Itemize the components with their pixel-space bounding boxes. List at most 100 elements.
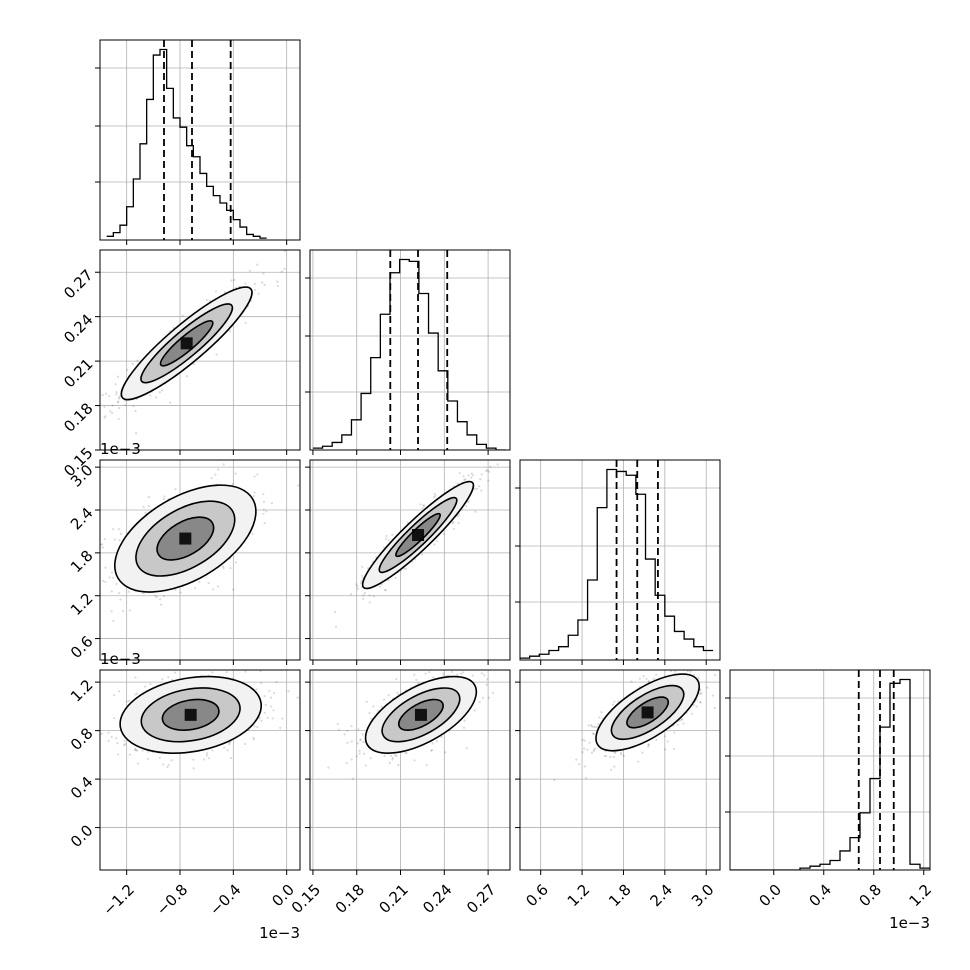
panel-param-4-vs-param-3-sample-point [590, 725, 594, 728]
panel-param-4-vs-param-1-sample-point [203, 758, 206, 761]
panel-param-3-vs-param-1-sample-point [102, 579, 105, 583]
panel-param-2-vs-param-1-sample-point [181, 314, 184, 317]
panel-param-3-vs-param-1-sample-point [207, 581, 210, 585]
panel-param-4-vs-param-1-sample-point [260, 682, 263, 685]
panel-param-4-vs-param-2-sample-point [440, 735, 443, 739]
panel-param-3-vs-param-2-sample-point [485, 469, 488, 473]
panel-param-4-vs-param-3-sample-point [699, 662, 701, 664]
panel-param-2-vs-param-1-sample-point [262, 272, 265, 275]
panel-param-3-vs-param-1-ytick-label: 2.4 [67, 504, 97, 534]
panel-param-4-vs-param-1-sample-point [144, 685, 147, 688]
panel-param-3-vs-param-2-sample-point [422, 504, 425, 507]
panel-param-2-vs-param-1-sample-point [244, 321, 247, 324]
panel-param-2-vs-param-1-sample-point [230, 279, 233, 282]
panel-param-3-vs-param-1-sample-point [147, 496, 150, 499]
panel-param-4-vs-param-2-sample-point [470, 649, 472, 651]
panel-param-3-vs-param-1: 0.61.21.82.43.01e−3 [67, 440, 301, 665]
panel-param-4-vs-param-1-xtick-label: −0.4 [206, 881, 244, 919]
panel-param-3-vs-param-2-sample-point [380, 583, 383, 586]
panel-param-3-vs-param-2-sample-point [356, 587, 359, 590]
panel-param-2-vs-param-1-sample-point [118, 406, 121, 410]
panel-param-4-vs-param-3-sample-point [598, 716, 601, 719]
panel-param-3-vs-param-2-frame [309, 459, 511, 661]
panel-param-3-vs-param-2-sample-point [421, 553, 424, 556]
panel-param-4-vs-param-2-sample-point [337, 728, 341, 731]
panel-param-4-vs-param-3-sample-point [706, 686, 709, 689]
panel-param-4-vs-param-3-sample-point [613, 700, 616, 703]
panel-param-4-vs-param-3-sample-point [686, 670, 689, 673]
panel-param-3-vs-param-2-sample-point [476, 487, 479, 490]
panel-param-2-vs-param-1-sample-point [134, 409, 137, 413]
panel-param-2-vs-param-1-sample-point [205, 298, 208, 301]
panel-param-4-vs-param-1-sample-point [124, 742, 127, 746]
panel-param-4-vs-param-2-sample-point [391, 756, 394, 760]
panel-param-3-vs-param-1-sample-point [147, 505, 150, 508]
panel-param-3-vs-param-2-sample-point [486, 469, 489, 472]
panel-param-4-vs-param-1-sample-point [266, 716, 269, 719]
panel-param-2-vs-param-1-sample-point [261, 281, 264, 284]
panel-param-4-vs-param-2-sample-point [413, 673, 416, 676]
panel-param-4-vs-param-2: 0.15 0.18 0.21 0.24 0.27 [288, 649, 511, 917]
panel-param-3-vs-param-1-sample-point [87, 582, 89, 584]
panel-param-4-vs-param-1-sample-point [167, 763, 170, 767]
panel-param-4-vs-param-3-sample-point [674, 670, 677, 673]
panel-param-4-vs-param-2-sample-point [365, 700, 368, 703]
panel-param-3-vs-param-1-y-offset-label: 1e−3 [100, 440, 141, 458]
panel-param-4-vs-param-1-sample-point [117, 753, 120, 756]
panel-param-4-vs-param-2-sample-point [350, 724, 353, 728]
panel-param-4-vs-param-2-sample-point [382, 698, 386, 701]
panel-param-4-vs-param-3-sample-point [647, 743, 650, 746]
panel-param-3-vs-param-2-sample-point [359, 581, 362, 585]
panel-param-3-vs-param-2-sample-point [423, 504, 426, 507]
panel-param-2-vs-param-1-sample-point [149, 394, 152, 397]
panel-param-3-histogram-steps [520, 468, 714, 659]
panel-param-4-vs-param-3-sample-point [585, 776, 588, 780]
panel-param-4-vs-param-3: 0.6 1.2 1.8 2.4 3.0 [515, 662, 721, 910]
panel-param-3-vs-param-2-sample-point [404, 567, 408, 570]
panel-param-4-vs-param-3-sample-point [592, 732, 595, 735]
panel-param-4-vs-param-1-sample-point [167, 675, 170, 679]
panel-param-4-vs-param-2-sample-point [346, 741, 349, 744]
panel-param-3-vs-param-2-sample-point [349, 593, 353, 596]
panel-param-3-vs-param-2-sample-point [419, 503, 422, 506]
panel-param-4-vs-param-1-sample-point [287, 690, 290, 693]
panel-param-3-vs-param-1-sample-point [154, 594, 157, 597]
panel-param-3-vs-param-2-sample-point [479, 478, 482, 481]
panel-param-4-vs-param-1-sample-point [281, 717, 284, 720]
panel-param-4-vs-param-2-sample-point [480, 672, 483, 675]
panel-param-3-vs-param-2-sample-point [355, 583, 358, 586]
panel-param-4-vs-param-2-sample-point [395, 755, 398, 758]
panel-param-3-vs-param-1-sample-point [104, 566, 107, 569]
panel-param-4-vs-param-3-sample-point [713, 706, 716, 710]
panel-param-4: 0.0 0.4 0.8 1.2 1e−3 [725, 669, 935, 932]
panel-param-4-vs-param-1-sample-point [228, 743, 231, 746]
panel-param-2-vs-param-1-sample-point [108, 394, 111, 398]
panel-param-4-vs-param-3-sample-point [600, 711, 603, 714]
panel-param-3-vs-param-1-contour-0 [113, 484, 257, 593]
panel-param-3-vs-param-2-sample-point [462, 475, 465, 478]
panel-param-4-vs-param-1-sample-point [136, 762, 140, 765]
panel-param-4-vs-param-2-sample-point [456, 673, 459, 676]
panel-param-4-vs-param-3-sample-point [637, 760, 640, 763]
panel-param-4-vs-param-1-sample-point [192, 767, 195, 770]
panel-param-4-vs-param-2-sample-point [388, 761, 391, 764]
panel-param-3-vs-param-1-sample-point [104, 580, 107, 584]
panel-param-4-vs-param-2-sample-point [487, 696, 490, 699]
panel-param-4-vs-param-3-contour-2 [626, 696, 670, 729]
panel-param-3-vs-param-1-ytick-label: 1.2 [67, 590, 97, 620]
panel-param-2-vs-param-1-sample-point [263, 283, 266, 287]
panel-param-3-vs-param-2-sample-point [387, 579, 390, 582]
panel-param-3-vs-param-1-sample-point [159, 598, 162, 601]
panel-param-4-vs-param-1-sample-point [211, 671, 214, 674]
panel-param-4-vs-param-3-sample-point [617, 700, 620, 703]
panel-param-4-vs-param-3-density-peak [641, 706, 654, 719]
panel-param-3 [515, 459, 721, 665]
panel-param-3-vs-param-2-sample-point [378, 585, 381, 588]
panel-param-3-vs-param-2-sample-point [384, 589, 387, 592]
panel-param-2-vs-param-1-sample-point [103, 416, 106, 419]
panel-param-4-vs-param-3-sample-point [611, 703, 614, 706]
panel-param-4-vs-param-3-sample-point [622, 754, 625, 757]
panel-param-4-vs-param-1-sample-point [269, 696, 273, 699]
panel-param-3-vs-param-1-sample-point [110, 610, 113, 613]
panel-param-4-vs-param-3-sample-point [581, 751, 584, 754]
